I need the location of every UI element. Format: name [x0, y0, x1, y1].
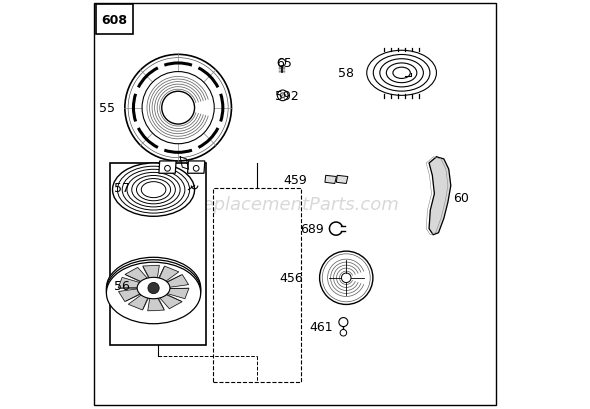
Polygon shape	[325, 176, 336, 184]
Polygon shape	[143, 266, 159, 282]
Polygon shape	[118, 278, 145, 288]
Text: 57: 57	[114, 182, 130, 195]
Text: 56: 56	[114, 280, 130, 293]
Text: 461: 461	[310, 321, 333, 334]
Circle shape	[142, 72, 214, 144]
Text: 689: 689	[300, 222, 324, 236]
Circle shape	[125, 55, 231, 162]
Text: 58: 58	[339, 67, 355, 80]
Circle shape	[340, 330, 347, 336]
Circle shape	[280, 94, 285, 99]
Text: 55: 55	[99, 102, 114, 115]
Polygon shape	[429, 157, 451, 235]
Circle shape	[320, 252, 373, 305]
Circle shape	[194, 166, 199, 172]
Ellipse shape	[137, 278, 170, 299]
Polygon shape	[336, 176, 348, 184]
Bar	[110, 164, 206, 346]
Polygon shape	[157, 293, 182, 309]
Polygon shape	[119, 288, 145, 302]
Text: 608: 608	[101, 13, 127, 27]
Circle shape	[339, 318, 348, 327]
Circle shape	[278, 60, 286, 67]
Polygon shape	[125, 268, 150, 284]
Text: ReplacementParts.com: ReplacementParts.com	[191, 196, 399, 213]
Bar	[213, 188, 301, 382]
Polygon shape	[162, 275, 189, 288]
Polygon shape	[129, 292, 149, 310]
Ellipse shape	[106, 258, 201, 319]
Ellipse shape	[106, 260, 201, 321]
Polygon shape	[158, 267, 179, 284]
Circle shape	[277, 91, 288, 101]
Text: 592: 592	[274, 90, 299, 103]
Circle shape	[165, 166, 171, 172]
Text: 459: 459	[284, 173, 307, 187]
Text: 456: 456	[280, 272, 303, 285]
Ellipse shape	[106, 263, 201, 324]
Polygon shape	[159, 162, 176, 174]
Ellipse shape	[113, 164, 195, 217]
Circle shape	[162, 92, 195, 125]
Bar	[96, 5, 133, 35]
Polygon shape	[148, 295, 165, 311]
Text: 60: 60	[453, 192, 468, 205]
Polygon shape	[162, 288, 189, 299]
Circle shape	[148, 283, 159, 294]
Circle shape	[342, 273, 351, 283]
Text: 65: 65	[277, 57, 293, 70]
Polygon shape	[188, 162, 205, 174]
